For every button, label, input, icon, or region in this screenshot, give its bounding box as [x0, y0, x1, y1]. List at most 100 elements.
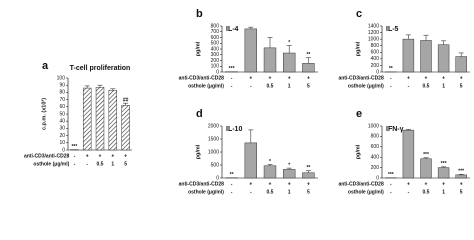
- y-tick-label: 500: [211, 162, 220, 168]
- y-tick-label: 30: [59, 126, 65, 132]
- bar: [82, 87, 92, 151]
- bar: [244, 142, 258, 179]
- y-axis-label: pg/ml: [355, 144, 361, 159]
- x-tick-label: -: [390, 83, 392, 89]
- y-axis-label: c.p.m. (x10³): [40, 98, 47, 130]
- y-tick-label: 200: [371, 63, 380, 69]
- x-tick-label: +: [269, 181, 272, 187]
- x-tick-label: 5: [124, 161, 127, 167]
- row-label: anti-CD3/anti-CD28: [338, 181, 384, 187]
- y-axis-label: pg/ml: [355, 41, 361, 56]
- x-tick-label: 5: [307, 83, 310, 89]
- significance: ***: [458, 169, 464, 175]
- x-tick-label: 1: [288, 189, 291, 195]
- y-tick-label: 100: [211, 64, 220, 70]
- y-tick-label: 600: [211, 35, 220, 41]
- y-tick-label: 0: [216, 175, 219, 181]
- x-tick-label: -: [86, 161, 88, 167]
- significance: **: [230, 172, 234, 178]
- x-tick-label: 1: [442, 189, 445, 195]
- row-label: anti-CD3/anti-CD28: [24, 153, 70, 159]
- y-tick-label: 400: [371, 155, 380, 161]
- x-tick-label: +: [99, 153, 102, 159]
- x-tick-label: +: [269, 75, 272, 81]
- x-tick-label: -: [390, 75, 392, 81]
- y-axis-label: pg/ml: [195, 144, 201, 159]
- x-tick-label: -: [390, 181, 392, 187]
- x-tick-label: -: [408, 189, 410, 195]
- significance: *: [288, 162, 290, 168]
- bar: [420, 40, 432, 73]
- y-tick-label: 80: [59, 90, 65, 96]
- significance: ***: [71, 144, 77, 150]
- y-tick-label: 100: [57, 75, 66, 81]
- x-tick-label: +: [249, 181, 252, 187]
- bar: [108, 89, 118, 151]
- bar: [455, 56, 467, 73]
- bar: [302, 172, 315, 179]
- significance: ##: [123, 98, 129, 104]
- row-label: osthole (μg/ml): [188, 189, 224, 195]
- y-tick-label: 90: [59, 83, 65, 89]
- x-tick-label: +: [425, 181, 428, 187]
- chart-title: T-cell proliferation: [70, 65, 131, 72]
- x-tick-label: +: [111, 153, 114, 159]
- significance: ***: [423, 152, 429, 158]
- x-tick-label: -: [231, 83, 233, 89]
- y-tick-label: 60: [59, 104, 65, 110]
- bar: [420, 158, 432, 179]
- row-label: anti-CD3/anti-CD28: [179, 181, 225, 187]
- x-tick-label: +: [407, 75, 410, 81]
- row-label: anti-CD3/anti-CD28: [179, 75, 225, 81]
- y-tick-label: 800: [211, 23, 220, 29]
- chart-title: IL-4: [226, 26, 239, 33]
- x-tick-label: -: [231, 189, 233, 195]
- significance: *: [288, 40, 290, 46]
- y-tick-label: 20: [59, 133, 65, 139]
- bar: [244, 28, 258, 73]
- x-tick-label: +: [425, 75, 428, 81]
- x-tick-label: +: [307, 181, 310, 187]
- y-tick-label: 200: [371, 165, 380, 171]
- y-tick-label: 400: [371, 56, 380, 62]
- x-tick-label: +: [288, 181, 291, 187]
- x-tick-label: -: [390, 189, 392, 195]
- x-tick-label: -: [250, 189, 252, 195]
- y-tick-label: 300: [211, 52, 220, 58]
- y-tick-label: 1000: [368, 36, 379, 42]
- y-tick-label: 50: [59, 111, 65, 117]
- y-tick-label: 1200: [368, 30, 379, 36]
- x-tick-label: +: [288, 75, 291, 81]
- x-tick-label: +: [86, 153, 89, 159]
- bar: [455, 174, 467, 179]
- y-tick-label: 200: [211, 58, 220, 64]
- bar: [121, 105, 130, 151]
- bar: [282, 52, 296, 73]
- x-tick-label: +: [407, 181, 410, 187]
- bar: [402, 38, 415, 73]
- x-tick-label: 0.5: [423, 83, 430, 89]
- x-tick-label: +: [249, 75, 252, 81]
- y-tick-label: 700: [211, 29, 220, 35]
- x-tick-label: -: [231, 181, 233, 187]
- y-tick-label: 1500: [208, 136, 219, 142]
- x-tick-label: +: [460, 75, 463, 81]
- bar: [263, 47, 277, 73]
- y-axis-label: pg/ml: [195, 41, 201, 56]
- row-label: anti-CD3/anti-CD28: [338, 75, 384, 81]
- panel-letter: e: [356, 108, 362, 120]
- x-tick-label: 5: [460, 83, 463, 89]
- y-tick-label: 800: [371, 43, 380, 49]
- x-tick-label: 1: [288, 83, 291, 89]
- x-tick-label: +: [442, 181, 445, 187]
- x-tick-label: -: [74, 153, 76, 159]
- bar: [302, 63, 315, 73]
- y-tick-label: 40: [59, 119, 65, 125]
- significance: ***: [441, 161, 447, 167]
- bar: [437, 44, 450, 73]
- y-tick-label: 0: [376, 69, 379, 75]
- x-tick-label: 0.5: [267, 189, 274, 195]
- y-tick-label: 0: [216, 69, 219, 75]
- y-tick-label: 1400: [368, 23, 379, 29]
- chart-title: IFN-γ: [386, 126, 404, 133]
